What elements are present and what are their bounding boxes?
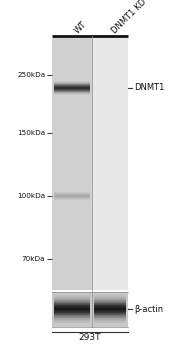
Bar	[54, 316, 90, 317]
Bar	[54, 295, 90, 296]
Bar	[54, 310, 90, 311]
Bar	[94, 310, 126, 311]
Bar	[54, 87, 90, 88]
Bar	[94, 315, 126, 316]
Bar	[94, 300, 126, 301]
Bar	[54, 306, 90, 307]
Bar	[54, 89, 90, 90]
Bar	[94, 319, 126, 320]
Bar	[94, 299, 126, 300]
Bar	[54, 301, 90, 302]
Bar	[94, 322, 126, 323]
Bar	[94, 318, 126, 319]
Bar	[54, 93, 90, 94]
Bar	[94, 302, 126, 303]
Bar	[52, 38, 128, 290]
Bar	[54, 298, 90, 299]
Bar	[54, 309, 90, 310]
Bar	[94, 309, 126, 310]
Bar	[52, 292, 128, 327]
Text: 100kDa: 100kDa	[17, 193, 45, 199]
Bar	[54, 303, 90, 304]
Bar	[54, 319, 90, 320]
Bar	[54, 308, 90, 309]
Text: 250kDa: 250kDa	[17, 72, 45, 78]
Bar	[94, 296, 126, 297]
Text: DNMT1: DNMT1	[134, 84, 164, 92]
Bar	[94, 303, 126, 304]
Bar	[54, 315, 90, 316]
Bar	[54, 322, 90, 323]
Bar	[94, 298, 126, 299]
Bar	[94, 316, 126, 317]
Bar	[54, 88, 90, 89]
Bar	[94, 306, 126, 307]
Bar	[94, 308, 126, 309]
Text: 150kDa: 150kDa	[17, 130, 45, 136]
Bar	[54, 83, 90, 84]
Bar	[94, 314, 126, 315]
Bar	[52, 38, 92, 290]
Bar	[54, 321, 90, 322]
Bar	[94, 317, 126, 318]
Bar	[94, 307, 126, 308]
Bar	[54, 92, 90, 93]
Bar	[54, 90, 90, 91]
Bar	[54, 84, 90, 85]
Bar	[94, 305, 126, 306]
Bar	[54, 304, 90, 305]
Bar	[54, 300, 90, 301]
Bar	[54, 302, 90, 303]
Bar	[94, 295, 126, 296]
Bar	[94, 320, 126, 321]
Bar	[94, 301, 126, 302]
Bar	[54, 314, 90, 315]
Bar	[54, 81, 90, 82]
Bar	[94, 321, 126, 322]
Bar	[54, 311, 90, 312]
Bar	[94, 313, 126, 314]
Bar	[54, 297, 90, 298]
Text: β-actin: β-actin	[134, 304, 163, 314]
Bar	[54, 299, 90, 300]
Bar	[94, 304, 126, 305]
Bar	[54, 86, 90, 87]
Bar	[54, 320, 90, 321]
Bar	[54, 305, 90, 306]
Bar	[54, 318, 90, 319]
Bar	[54, 307, 90, 308]
Text: 293T: 293T	[79, 334, 101, 343]
Bar	[54, 94, 90, 95]
Text: WT: WT	[73, 19, 89, 35]
Bar	[92, 38, 128, 290]
Text: DNMT1 KD: DNMT1 KD	[110, 0, 148, 35]
Bar	[54, 317, 90, 318]
Bar	[54, 91, 90, 92]
Text: 70kDa: 70kDa	[22, 256, 45, 262]
Bar	[54, 313, 90, 314]
Bar	[94, 312, 126, 313]
Bar	[54, 82, 90, 83]
Bar	[94, 297, 126, 298]
Bar	[54, 312, 90, 313]
Bar	[94, 311, 126, 312]
Bar	[54, 296, 90, 297]
Bar	[54, 85, 90, 86]
